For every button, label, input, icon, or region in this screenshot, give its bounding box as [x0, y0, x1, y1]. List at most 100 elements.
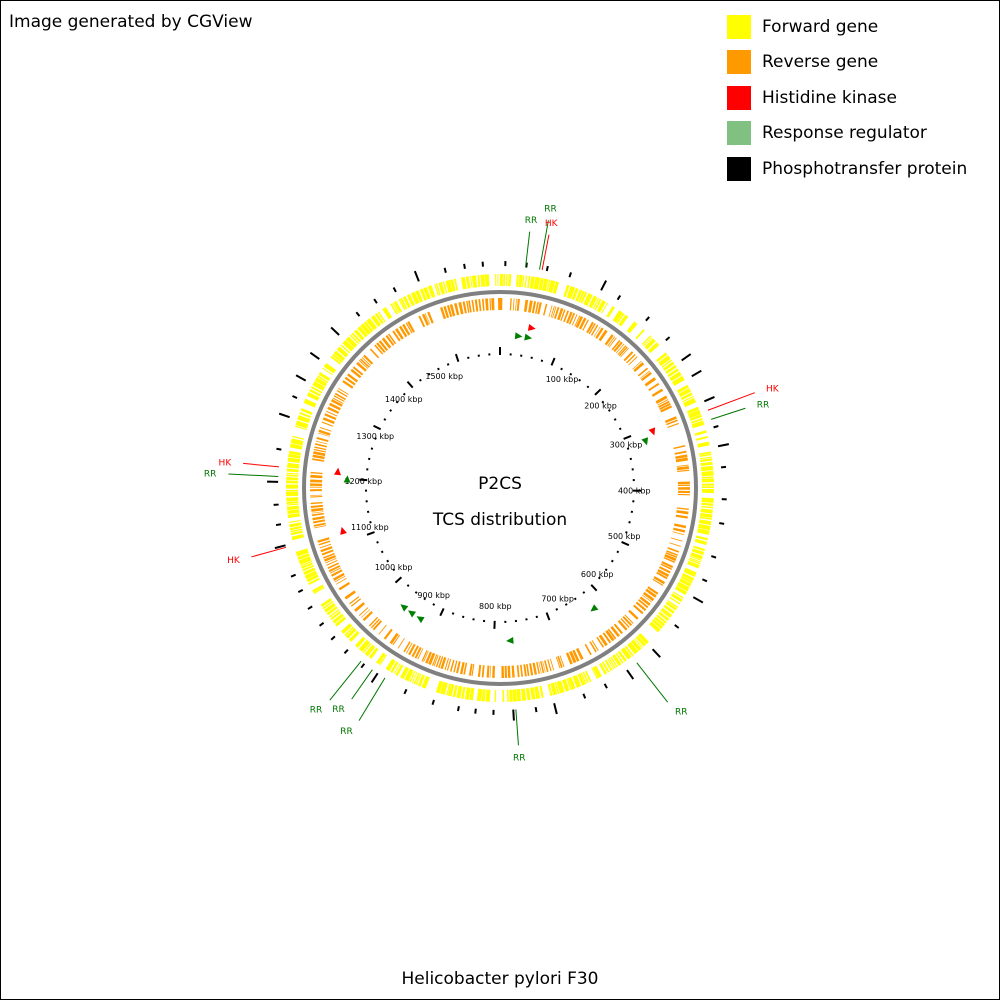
phosphotransfer-tick — [431, 699, 435, 706]
reverse-gene-segment — [332, 397, 344, 404]
forward-gene-segment — [442, 281, 448, 294]
forward-gene-segment — [578, 290, 585, 303]
forward-gene-segment — [670, 593, 683, 603]
ruler-minor-tick — [380, 550, 384, 554]
forward-gene-segment — [577, 673, 586, 686]
phosphotransfer-tick — [275, 523, 282, 527]
reverse-gene-segment — [651, 388, 664, 397]
forward-gene-segment — [435, 283, 441, 296]
forward-gene-segment — [672, 591, 684, 599]
forward-gene-segment — [334, 616, 347, 627]
ruler-minor-tick — [601, 400, 605, 404]
forward-gene-segment — [318, 372, 331, 382]
reverse-gene-segment — [374, 344, 384, 355]
forward-gene-segment — [409, 670, 416, 683]
forward-gene-segment — [289, 522, 302, 528]
forward-gene-segment — [594, 298, 602, 311]
reverse-gene-segment — [613, 623, 624, 635]
reverse-gene-segment — [468, 663, 473, 676]
reverse-gene-segment — [347, 373, 359, 383]
hk-label: HK — [219, 458, 233, 468]
forward-gene-segment — [524, 275, 528, 288]
reverse-gene-segment — [657, 399, 669, 406]
reverse-gene-segment — [421, 650, 428, 662]
phosphotransfer-tick — [674, 624, 680, 629]
forward-gene-segment — [351, 332, 362, 343]
forward-gene-segment — [290, 438, 304, 446]
forward-gene-segment — [287, 457, 301, 463]
forward-gene-segment — [481, 689, 486, 702]
forward-gene-segment — [566, 286, 576, 299]
phosphotransfer-tick — [645, 316, 650, 322]
forward-gene-segment — [663, 604, 675, 614]
reverse-gene-segment — [555, 656, 561, 669]
reverse-gene-segment — [623, 351, 634, 362]
reverse-gene-segment — [405, 642, 413, 654]
response-regulator-marker — [641, 437, 649, 446]
reverse-gene-segment — [329, 567, 342, 574]
forward-gene-segment — [286, 480, 299, 484]
reverse-gene-segment — [328, 565, 341, 573]
forward-gene-segment — [700, 461, 713, 466]
forward-gene-segment — [641, 335, 652, 346]
phosphotransfer-tick — [413, 270, 420, 282]
forward-gene-track — [285, 274, 714, 702]
reverse-gene-segment — [676, 510, 689, 515]
reverse-gene-segment — [676, 507, 689, 511]
phosphotransfer-tick — [701, 578, 708, 583]
reverse-gene-segment — [676, 466, 690, 471]
reverse-gene-segment — [655, 395, 668, 404]
forward-gene-segment — [691, 548, 705, 556]
forward-gene-segment — [322, 600, 334, 610]
kbp-tick-labels: 100 kbp 200 kbp 300 kbp 400 kbp 500 kbp 600 k… — [345, 372, 651, 611]
reverse-gene-segment — [323, 552, 335, 559]
forward-gene-segment — [690, 417, 703, 424]
ruler-major-tick — [394, 576, 403, 584]
reverse-gene-segment — [310, 495, 323, 498]
phosphotransfer-tick — [553, 703, 558, 715]
forward-gene-segment — [701, 486, 714, 488]
forward-gene-segment — [674, 586, 688, 596]
reverse-gene-segment — [395, 328, 404, 340]
reverse-gene-segment — [312, 458, 325, 462]
ruler-minor-tick — [578, 378, 582, 382]
reverse-gene-segment — [645, 588, 657, 598]
reverse-gene-segment — [489, 665, 491, 678]
reverse-gene-segment — [336, 389, 348, 398]
reverse-gene-segment — [639, 596, 651, 606]
ruler-minor-tick — [437, 367, 440, 371]
histidine-kinase-marker — [334, 467, 341, 476]
legend-item-histidine-kinase: Histidine kinase — [727, 80, 967, 116]
forward-gene-segment — [323, 362, 337, 374]
reverse-gene-segment — [501, 665, 504, 678]
reverse-gene-segment — [327, 562, 340, 570]
forward-gene-segment — [617, 650, 627, 662]
forward-gene-segment — [547, 683, 553, 696]
reverse-gene-segment — [516, 665, 520, 678]
reverse-gene-segment — [656, 571, 668, 580]
forward-gene-segment — [563, 284, 570, 297]
ruler-minor-tick — [427, 372, 431, 376]
reverse-gene-segment — [318, 432, 330, 437]
reverse-gene-segment — [664, 553, 677, 562]
forward-gene-segment — [288, 453, 301, 459]
forward-gene-segment — [286, 491, 299, 497]
forward-gene-segment — [683, 397, 697, 408]
forward-gene-segment — [454, 278, 459, 291]
phosphotransfer-tick — [370, 672, 379, 683]
reverse-gene-segment — [566, 311, 573, 324]
reverse-gene-segment — [359, 358, 370, 368]
forward-gene-segment — [562, 679, 570, 692]
ruler-major-tick — [594, 388, 602, 396]
reverse-gene-segment — [673, 523, 687, 529]
forward-gene-segment — [410, 291, 420, 305]
reverse-gene-segment — [376, 342, 386, 353]
reverse-gene-segment — [321, 549, 334, 556]
reverse-gene-segment — [617, 345, 627, 355]
ruler-major-tick — [621, 541, 630, 547]
reverse-gene-segment — [535, 301, 539, 314]
credit-text: Image generated by CGView — [9, 12, 253, 32]
rr-callout-line — [525, 231, 531, 268]
reverse-gene-segment — [313, 522, 326, 527]
reverse-gene-track — [309, 297, 691, 678]
